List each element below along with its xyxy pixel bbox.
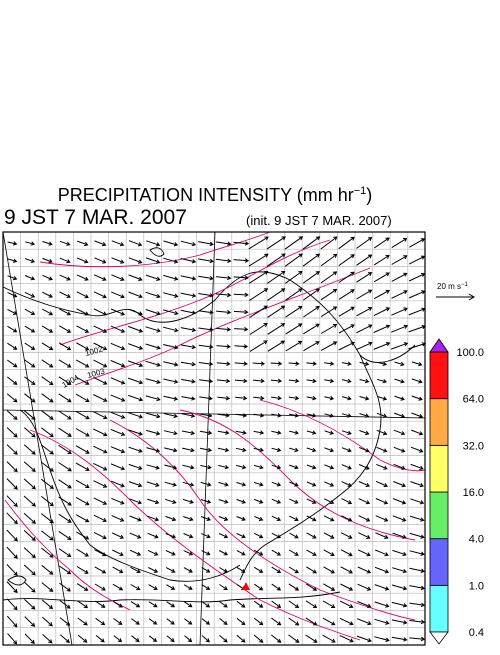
isobar [4,499,131,611]
coast-north [2,271,416,363]
colorbar-label: 32.0 [463,440,484,452]
colorbar-label: 1.0 [469,580,484,592]
coast-east [239,354,382,581]
colorbar: 0.4 1.0 4.0 16.0 32.0 64.0 100.0 [429,338,484,645]
colorbar-segment [429,444,449,493]
isobar [259,399,426,472]
colorbar-label: 100.0 [456,347,484,359]
map-frame [2,231,426,646]
isobars [4,231,426,641]
colorbar-label: 4.0 [469,534,484,546]
valid-time: 9 JST 7 MAR. 2007 [4,206,187,229]
vector-key-label: 20 m s−1 [437,282,469,291]
colorbar-label: 16.0 [463,487,484,499]
coast-west [19,409,241,582]
coastlines [2,231,426,646]
title-sup: −1 [354,185,367,197]
frame-lines [2,231,426,646]
map-grid [2,231,425,646]
vector-key-arrow [436,293,475,301]
colorbar-segment [429,584,449,633]
wind-vectors [6,236,427,645]
wind-arrows [6,236,427,645]
title-main: PRECIPITATION INTENSITY (mm hr [58,185,354,205]
isobar [179,409,416,541]
colorbar-under [429,631,449,645]
colorbar-segment [429,351,449,400]
colorbar-over [429,338,449,353]
coast-south [2,591,341,603]
islands [7,247,165,586]
isobar [109,419,416,621]
vector-key-sup: −1 [461,282,469,288]
colorbar-segment [429,491,449,540]
colorbar-label: 64.0 [463,394,484,406]
init-time: (init. 9 JST 7 MAR. 2007) [246,213,392,228]
colorbar-segment [429,538,449,586]
isobar [59,239,331,346]
isobar [29,429,361,641]
isobar [74,267,371,386]
isobar [39,231,271,268]
title-end: ) [366,185,372,205]
map: 1002 1003 1004 [2,231,427,646]
colorbar-segment [429,398,449,446]
title: PRECIPITATION INTENSITY (mm hr−1) [58,185,373,205]
vector-key-main: 20 m s [437,282,461,291]
colorbar-label: 0.4 [469,627,484,639]
location-marker [242,582,250,590]
